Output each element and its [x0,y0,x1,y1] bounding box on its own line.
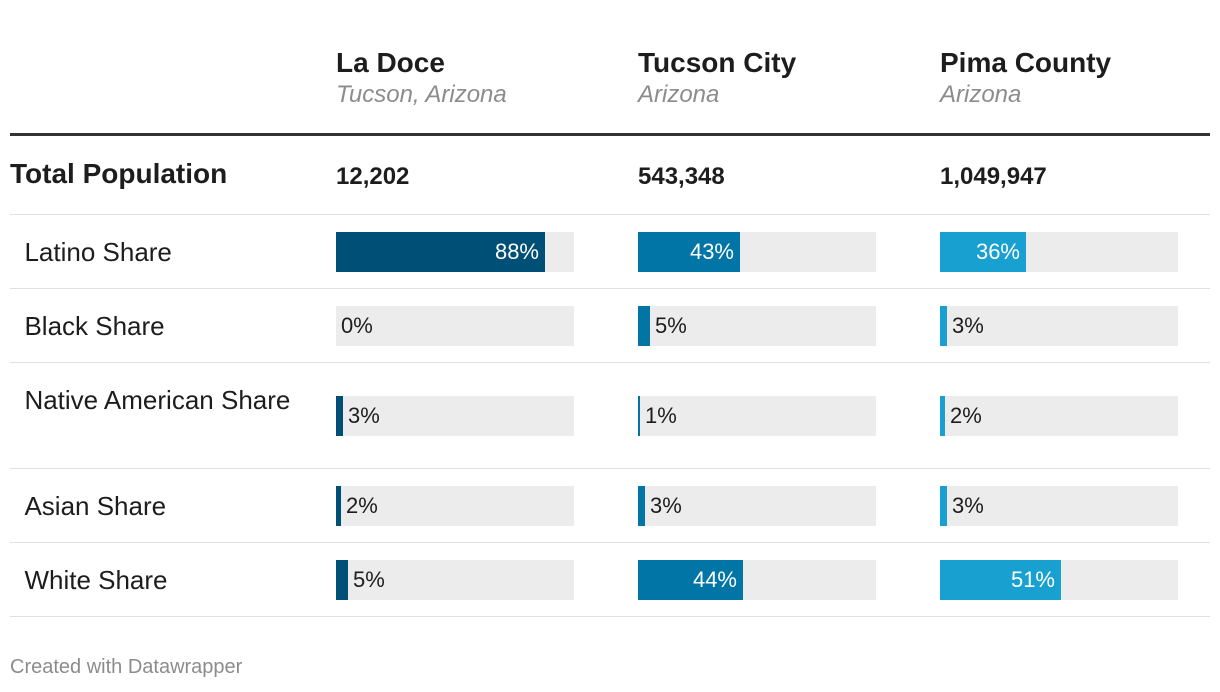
bar [940,306,947,346]
bar-value-label: 2% [950,403,982,428]
bar [336,486,341,526]
bar-track: 43% [638,232,876,272]
share-row: Native American Share 3% 1% 2% [10,363,1210,469]
bar-value-label: 3% [952,313,984,338]
bar [940,396,945,436]
bar-track: 0% [336,306,574,346]
total-value-tucson-city: 543,348 [638,163,725,190]
column-title: Tucson City [638,47,797,78]
column-subtitle: Tucson, Arizona [336,81,507,108]
bar-track: 36% [940,232,1178,272]
bar-track: 3% [940,306,1178,346]
column-title: Pima County [940,47,1112,78]
bar [638,232,740,272]
bar [638,486,645,526]
column-subtitle: Arizona [940,81,1022,108]
bar-track: 3% [336,396,574,436]
bar-track: 5% [638,306,876,346]
bar-value-label: 0% [341,313,373,338]
column-header-pima-county: Pima County Arizona [940,46,1111,110]
bar-value-label: 44% [692,567,737,592]
column-header-la-doce: La Doce Tucson, Arizona [336,46,507,110]
bar-value-label: 36% [975,239,1020,264]
bar-track: 2% [336,486,574,526]
bar-value-label: 5% [353,567,385,592]
bar-track: 5% [336,560,574,600]
total-population-row: Total Population 12,202 543,348 1,049,94… [10,136,1210,215]
row-label: Latino Share [10,237,172,267]
row-label: Asian Share [10,491,167,521]
bar-value-label: 2% [346,493,378,518]
share-row: Latino Share 88% 43% 36% [10,215,1210,289]
bar-track: 88% [336,232,574,272]
bar [638,560,743,600]
bar-value-label: 1% [645,403,677,428]
bar-value-label: 5% [655,313,687,338]
bar-value-label: 3% [952,493,984,518]
row-label: Total Population [10,158,228,189]
bar [940,560,1061,600]
column-title: La Doce [336,47,445,78]
bar-value-label: 3% [348,403,380,428]
total-value-la-doce: 12,202 [336,163,410,190]
share-rows: Latino Share 88% 43% 36% Black Share 0% 5% 3% … [10,215,1210,617]
bar-track: 3% [638,486,876,526]
bar-value-label: 43% [689,239,734,264]
bar [940,232,1026,272]
table: La Doce Tucson, Arizona Tucson City Ariz… [10,0,1210,617]
column-header-tucson-city: Tucson City Arizona [638,46,796,110]
bar [638,306,650,346]
bar [638,396,640,436]
bar-value-label: 88% [494,239,539,264]
share-row: Black Share 0% 5% 3% [10,289,1210,363]
table-header: La Doce Tucson, Arizona Tucson City Ariz… [10,0,1210,136]
share-row: Asian Share 2% 3% 3% [10,469,1210,543]
row-label: Native American Share [10,385,291,415]
row-label: White Share [10,565,168,595]
footer-credit: Created with Datawrapper [10,656,243,678]
bar-track: 3% [940,486,1178,526]
share-row: White Share 5% 44% 51% [10,543,1210,617]
bar [336,232,545,272]
bar [940,486,947,526]
bar-track: 44% [638,560,876,600]
bar [336,396,343,436]
bar-track: 51% [940,560,1178,600]
row-label: Black Share [10,311,165,341]
total-value-pima-county: 1,049,947 [940,163,1047,190]
bar-value-label: 51% [1010,567,1055,592]
column-subtitle: Arizona [638,81,720,108]
bar-value-label: 3% [650,493,682,518]
bar-track: 2% [940,396,1178,436]
bar-track: 1% [638,396,876,436]
bar [336,560,348,600]
